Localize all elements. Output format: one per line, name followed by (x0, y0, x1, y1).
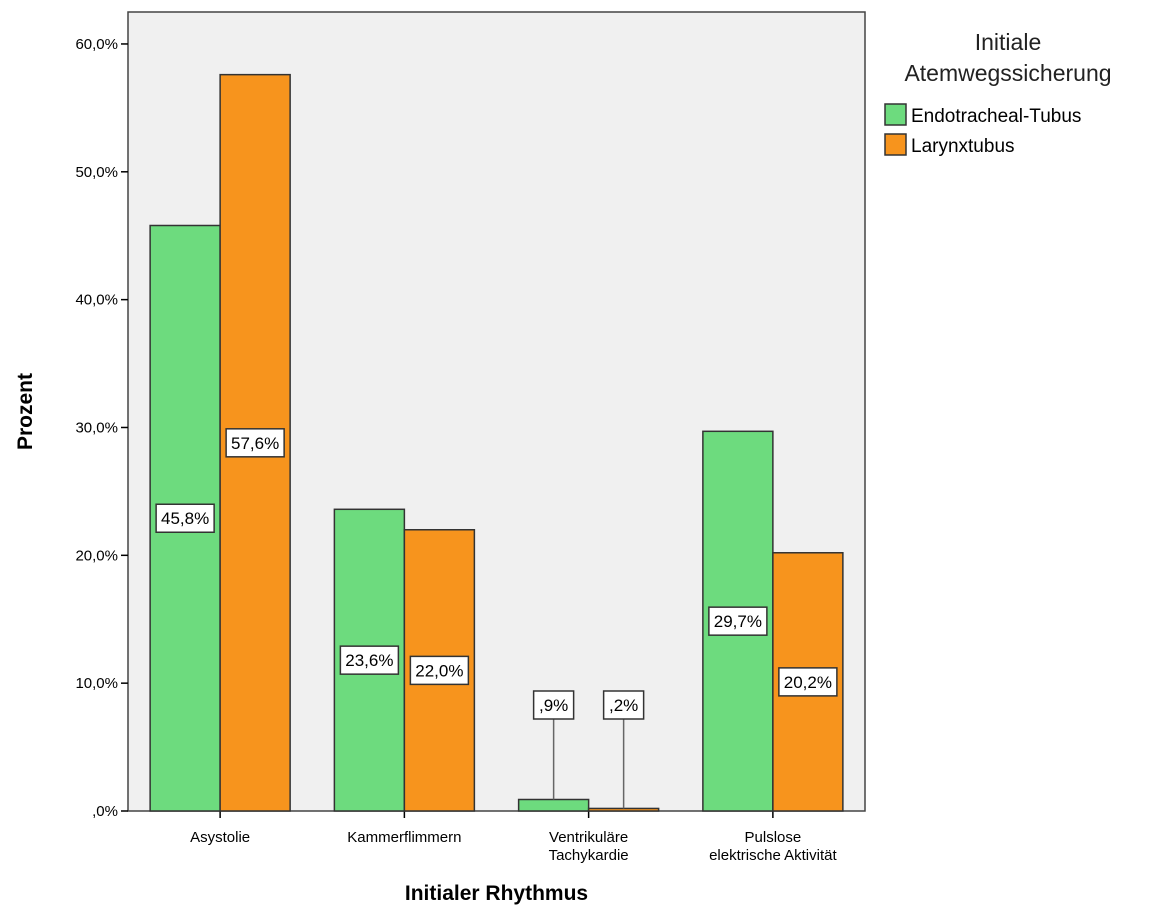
legend-title: Initiale (975, 29, 1041, 55)
data-label: 45,8% (161, 509, 209, 528)
data-label: ,9% (539, 696, 568, 715)
legend-swatch (884, 133, 907, 156)
data-label-box (778, 667, 838, 697)
bar (587, 807, 660, 812)
x-tick-label: Kammerflimmern (347, 829, 461, 846)
data-label-box (532, 690, 575, 720)
y-axis-title: Prozent (14, 373, 37, 450)
data-label: ,2% (609, 696, 638, 715)
legend-swatch (884, 103, 907, 126)
data-label-box (225, 428, 285, 458)
x-tick-label: Ventrikuläre Tachykardie (549, 829, 629, 864)
data-label-box (339, 645, 400, 675)
legend-label: Larynxtubus (911, 136, 1015, 157)
bar (517, 798, 590, 812)
y-tick-label: 60,0% (75, 36, 118, 53)
y-tick-label: 10,0% (75, 675, 118, 692)
data-label-box (409, 655, 470, 686)
x-tick-label: Asystolie (190, 829, 250, 846)
data-label: 57,6% (231, 434, 279, 453)
data-label-box (602, 690, 645, 720)
data-labels: 45,8% 57,6% 23,6% 22,0% ,9% ,2% 29,7% 20,2% (155, 428, 838, 809)
y-axis: ,0% 10,0% 20,0% 30,0% 40,0% 50,0% 60,0% (75, 36, 128, 820)
legend-title: Atemwegssicherung (904, 60, 1111, 86)
y-tick-label: 50,0% (75, 164, 118, 181)
x-axis-title: Initialer Rhythmus (405, 882, 588, 905)
x-axis: Asystolie Kammerflimmern Ventrikuläre Tachy… (190, 811, 837, 864)
legend-label: Endotracheal-Tubus (911, 106, 1081, 127)
y-tick-label: ,0% (92, 803, 118, 820)
y-tick-label: 40,0% (75, 292, 118, 309)
legend: Initiale Atemwegssicherung Endotracheal-Tu… (884, 29, 1112, 157)
data-label: 20,2% (784, 673, 832, 692)
data-label: 22,0% (415, 661, 463, 680)
y-tick-label: 20,0% (75, 547, 118, 564)
y-tick-label: 30,0% (75, 419, 118, 436)
data-label-box (708, 606, 768, 636)
data-label-box (155, 503, 215, 533)
data-label: 29,7% (714, 612, 762, 631)
data-label: 23,6% (345, 651, 393, 670)
x-tick-label: Pulslose elektrische Aktivität (709, 829, 837, 864)
